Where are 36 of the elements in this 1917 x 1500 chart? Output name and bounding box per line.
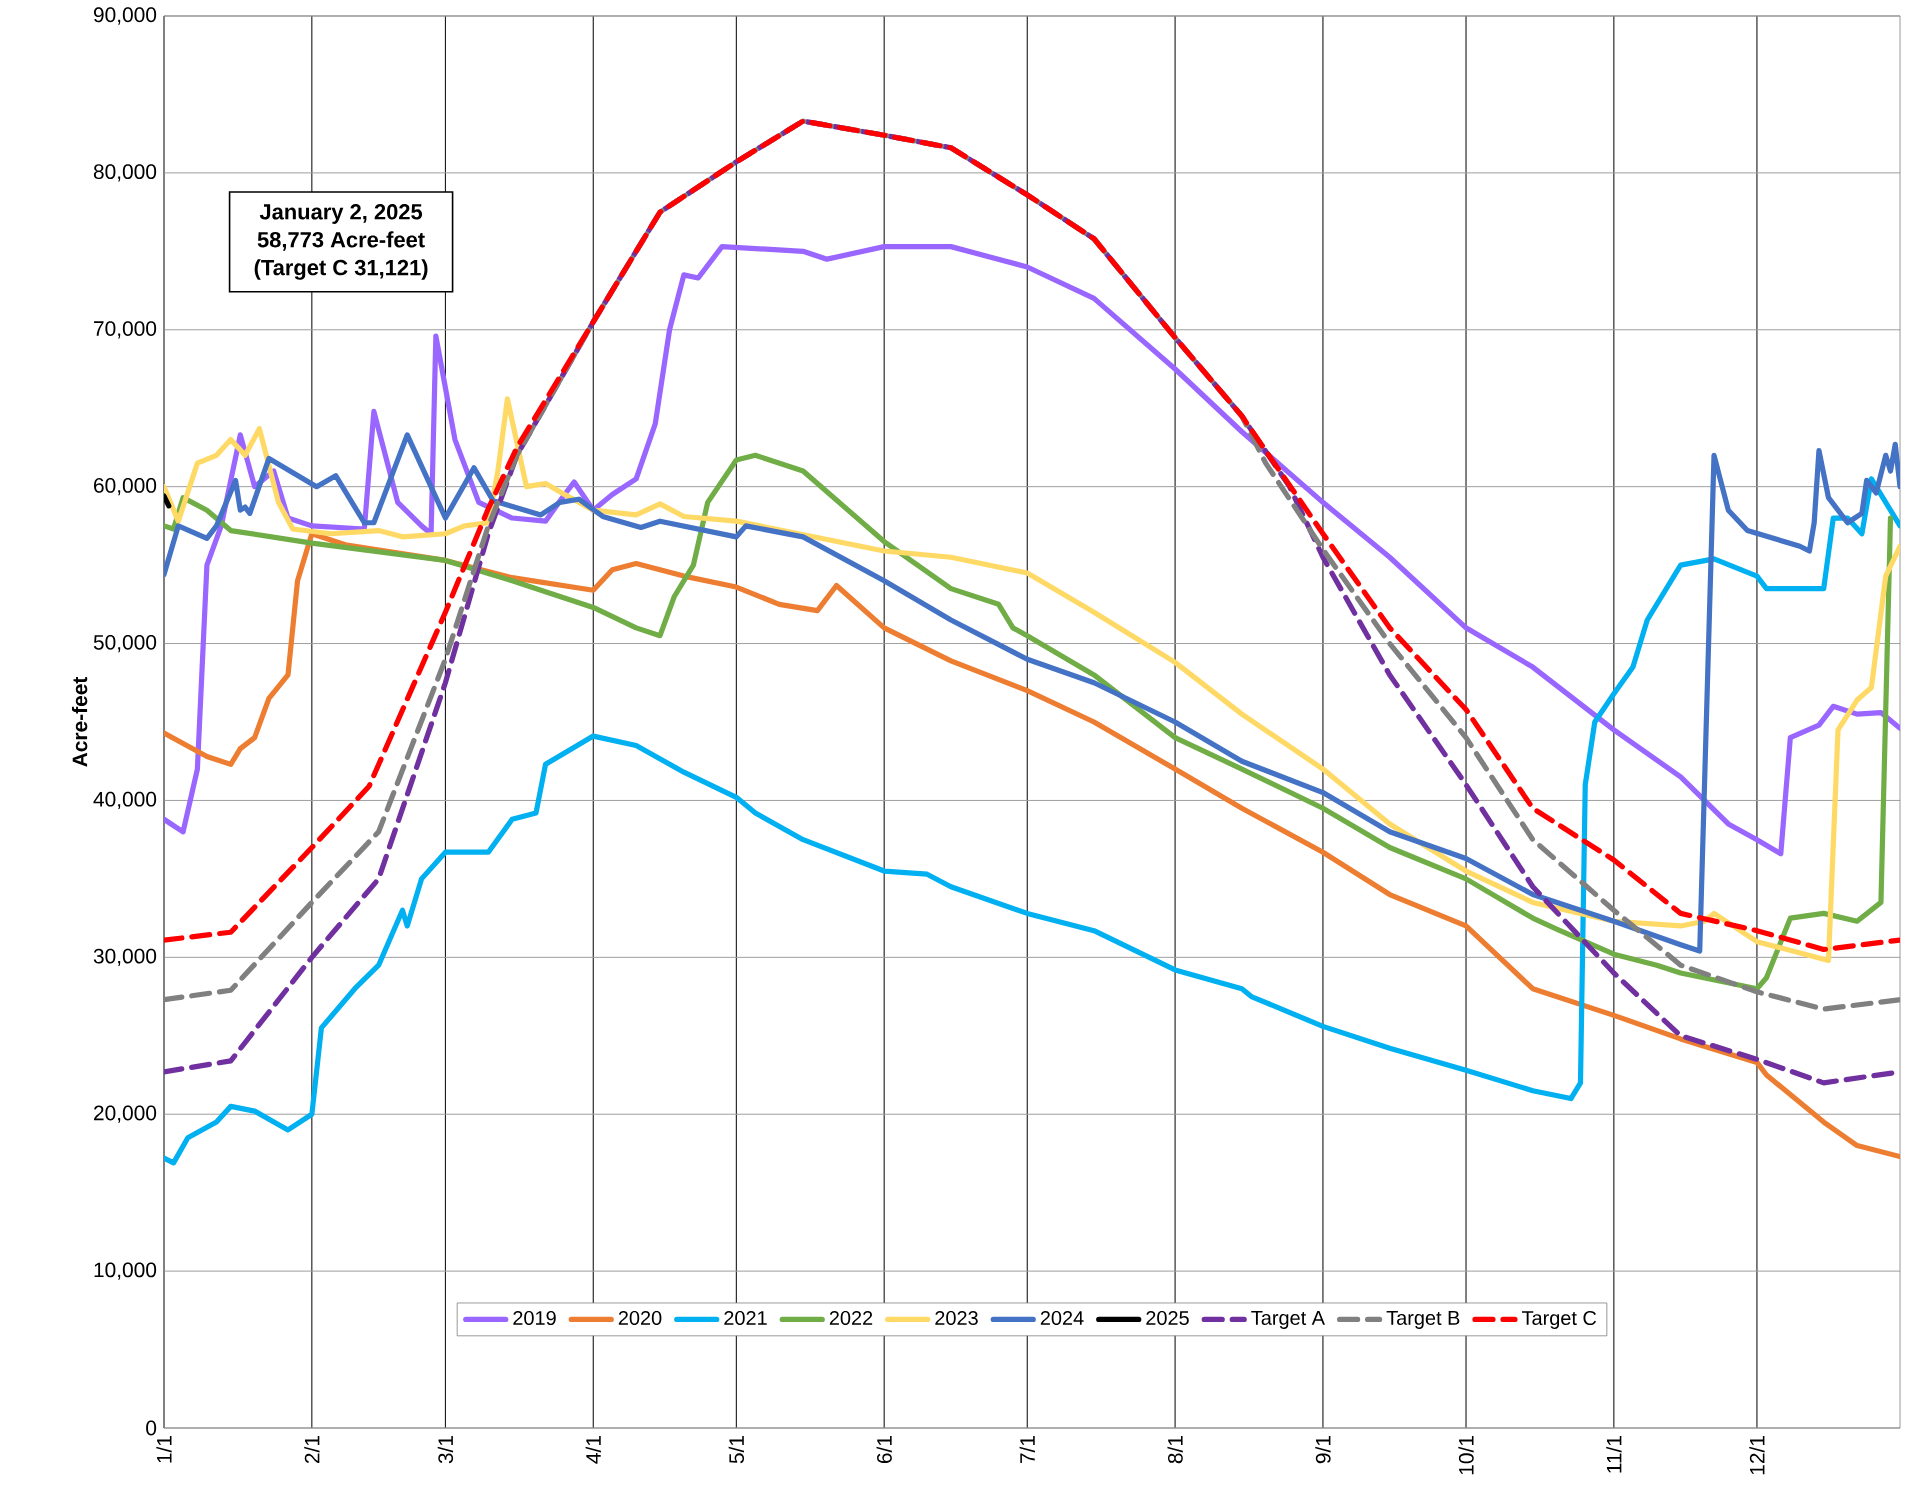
y-tick-label: 60,000 xyxy=(94,478,157,496)
x-tick-label: 6/1 xyxy=(876,1436,892,1464)
legend-label: Target B xyxy=(1386,1311,1460,1329)
y-tick-label: 20,000 xyxy=(94,1105,157,1123)
x-tick-label: 10/1 xyxy=(1458,1436,1474,1475)
y-tick-label: 10,000 xyxy=(94,1262,157,1280)
x-tick-label: 5/1 xyxy=(728,1436,745,1464)
x-tick-label: 3/1 xyxy=(437,1436,454,1464)
legend-label: 2022 xyxy=(829,1310,873,1326)
legend-label: 2021 xyxy=(724,1310,767,1326)
y-axis-title: Acre-feet xyxy=(71,676,88,767)
x-tick-label: 8/1 xyxy=(1167,1436,1183,1464)
x-tick-label: 9/1 xyxy=(1315,1436,1331,1464)
legend-label: 2019 xyxy=(513,1310,556,1326)
y-tick-label: 30,000 xyxy=(93,948,157,966)
y-tick-label: 70,000 xyxy=(94,321,157,339)
y-tick-label: 40,000 xyxy=(93,791,157,810)
annotation: (Target C 31,121) xyxy=(254,259,428,280)
x-tick-label: 12/1 xyxy=(1749,1436,1765,1475)
annotation: 58,773 Acre-feet xyxy=(257,231,425,251)
legend-label: Target C xyxy=(1522,1310,1597,1329)
x-tick-label: 7/1 xyxy=(1019,1436,1035,1464)
x-tick-label: 2/1 xyxy=(304,1436,320,1464)
legend-label: 2020 xyxy=(618,1310,662,1326)
annotation: January 2, 2025 xyxy=(259,204,423,224)
y-tick-label: 80,000 xyxy=(93,164,157,182)
legend-label: 2024 xyxy=(1040,1310,1084,1326)
x-tick-label: 1/1 xyxy=(156,1436,172,1463)
x-tick-label: 4/1 xyxy=(585,1436,601,1464)
legend-label: Target A xyxy=(1251,1311,1325,1329)
y-tick-label: 0 xyxy=(146,1420,157,1436)
legend-label: 2025 xyxy=(1146,1310,1189,1326)
legend-label: 2023 xyxy=(935,1310,978,1326)
y-tick-label: 50,000 xyxy=(93,634,157,653)
y-tick-label: 90,000 xyxy=(93,7,157,25)
x-tick-label: 11/1 xyxy=(1606,1436,1622,1473)
